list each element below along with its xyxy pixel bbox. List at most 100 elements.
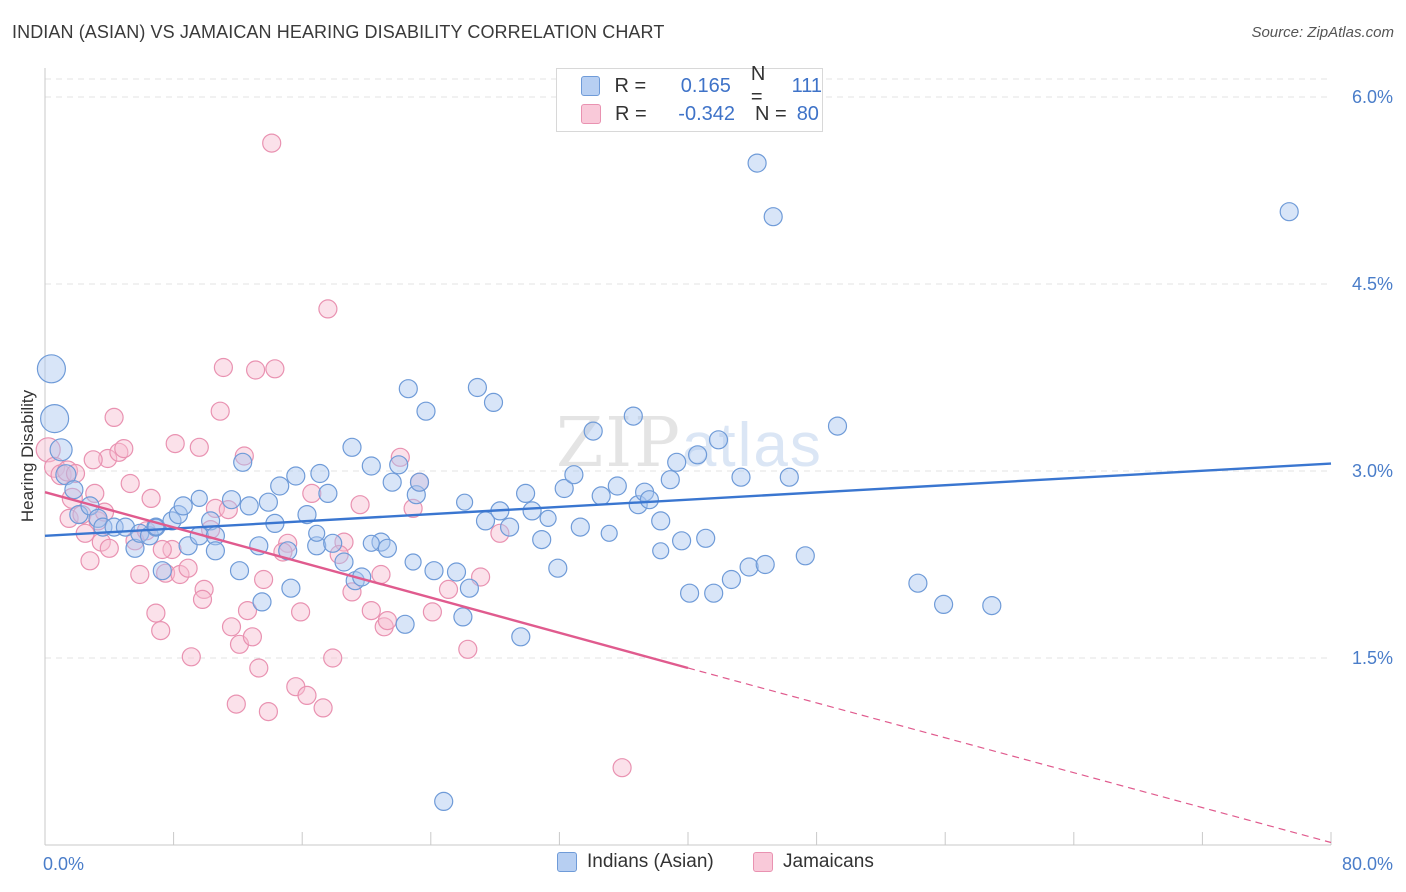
indian-asian-point [500, 517, 520, 537]
indian-asian-point [660, 470, 680, 490]
indian-asian-point [307, 536, 327, 556]
indian-asian-point [607, 476, 627, 496]
indian-asian-point [190, 489, 208, 507]
jamaican-point [83, 450, 103, 470]
legend-item-indians-asian[interactable]: Indians (Asian) [557, 851, 714, 873]
correlation-legend: R = 0.165 N = 111 R = -0.342 N = 80 [556, 63, 823, 132]
jamaican-point [104, 407, 124, 427]
jamaican-point [56, 460, 79, 482]
indian-asian-point [286, 466, 306, 486]
legend-item-jamaicans[interactable]: Jamaicans [753, 851, 874, 873]
legend-n-value: 111 [791, 74, 822, 97]
indian-asian-point [679, 583, 700, 603]
jamaican-point [213, 357, 233, 378]
indian-asian-point [982, 595, 1002, 616]
jamaican-point [35, 437, 61, 463]
jamaican-point [80, 551, 100, 571]
indian-asian-point [229, 561, 250, 581]
legend-swatch-pink [581, 104, 601, 124]
indian-asian-point [297, 504, 317, 525]
indian-asian-point [49, 438, 73, 462]
indian-asian-point [704, 583, 724, 603]
indian-asian-point [570, 517, 590, 537]
jamaican-point [318, 299, 338, 319]
indian-asian-point [532, 529, 552, 550]
x-tick-marks [44, 832, 1332, 845]
jamaican-point [141, 488, 161, 508]
indian-asian-point [323, 533, 343, 553]
indian-asian-point [434, 791, 454, 812]
jamaican-point [120, 473, 140, 494]
indian-asian-point [152, 561, 172, 581]
jamaican-point [371, 564, 391, 585]
indian-asian-point [459, 578, 479, 598]
jamaican-point [249, 658, 269, 678]
indian-asian-point [362, 534, 380, 552]
y-axis-label: Hearing Disability [18, 389, 37, 522]
indian-asian-point [389, 455, 409, 475]
jamaican-point [291, 602, 311, 622]
jamaican-point [114, 439, 134, 459]
indian-asian-point [456, 493, 474, 511]
jamaican-point [99, 538, 119, 558]
watermark-atlas: atlas [681, 411, 823, 480]
jamaican-point [278, 533, 298, 553]
trend-lines [44, 462, 1332, 844]
jamaican-point [350, 495, 370, 515]
indian-asian-point [409, 472, 430, 492]
jamaican-point [152, 539, 172, 560]
jamaican-point [234, 446, 254, 466]
legend-r-label: R = [615, 102, 647, 125]
jamaican-point [313, 698, 333, 718]
indian-asian-point [708, 430, 729, 450]
watermark: ZIPatlas [556, 404, 823, 483]
jamaican-point [189, 437, 209, 457]
indian-asian-point [221, 490, 242, 510]
jamaican-point [178, 558, 198, 578]
jamaican-point [422, 602, 442, 622]
indian-asian-point [446, 562, 467, 582]
jamaican-point [361, 600, 381, 621]
indian-asian-point [252, 592, 272, 612]
source-credit: Source: ZipAtlas.com [1251, 24, 1394, 41]
indian-asian-point [239, 496, 259, 516]
indian-asian-point [583, 421, 603, 441]
trend-line-jamaicans [44, 491, 689, 670]
jamaican-point [390, 447, 410, 467]
indian-asian-point [377, 538, 397, 558]
indian-asian-point [88, 508, 108, 529]
indian-asian-point [639, 490, 660, 510]
indian-asian-point [168, 504, 188, 525]
jamaican-point [192, 589, 213, 610]
jamaican-point [221, 617, 242, 637]
legend-r-value: 0.165 [680, 74, 731, 97]
jamaican-point [612, 758, 632, 778]
indian-asian-point [522, 501, 542, 521]
jamaican-point [342, 582, 362, 602]
jamaican-point [194, 579, 214, 600]
indian-asian-point [483, 392, 504, 412]
jamaican-point [181, 647, 201, 667]
indian-asian-point [1279, 202, 1299, 222]
indian-asian-point [424, 561, 444, 581]
jamaican-point [98, 448, 118, 469]
trend-line-jamaicans-extrapolated [687, 667, 1332, 844]
indian-asian-point [591, 486, 611, 506]
indian-asian-point [398, 379, 418, 399]
jamaican-point [85, 483, 105, 503]
indian-asian-point [600, 524, 618, 542]
indian-asian-point [933, 594, 954, 615]
indian-asian-point [270, 476, 290, 496]
trend-line-indians-asian [44, 462, 1332, 538]
indian-asian-point [511, 627, 531, 647]
indian-asian-point [205, 541, 225, 561]
jamaican-point [130, 564, 150, 585]
indian-asian-point [173, 496, 193, 516]
legend-row-jamaicans: R = -0.342 N = 80 [581, 101, 819, 127]
legend-n-label: N = [750, 63, 766, 108]
jamaican-point [265, 359, 285, 379]
indian-asian-point [361, 456, 381, 476]
legend-swatch-blue [557, 852, 577, 872]
indian-asian-point [652, 542, 670, 560]
indian-asian-point [539, 509, 557, 528]
